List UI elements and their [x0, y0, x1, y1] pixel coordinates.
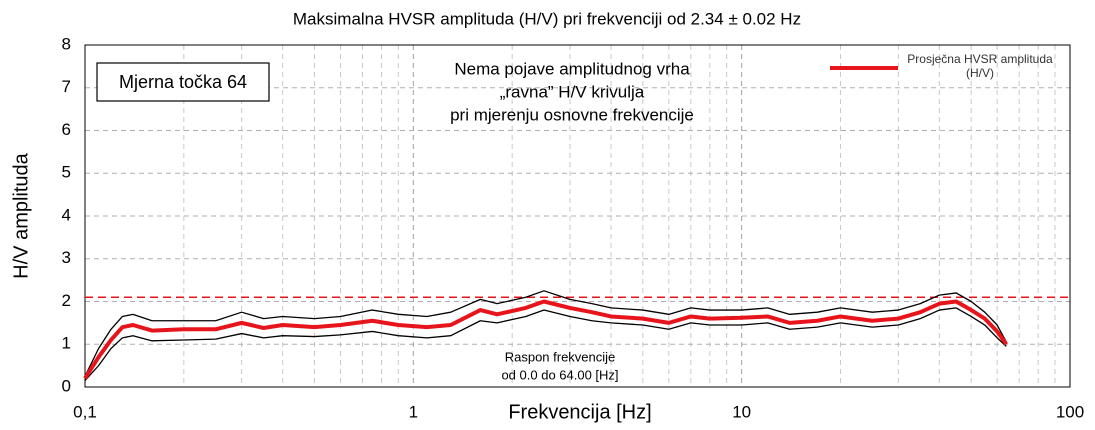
- y-axis-label: H/V amplituda: [10, 152, 32, 278]
- y-tick-label: 6: [62, 120, 71, 139]
- y-tick-label: 2: [62, 291, 71, 310]
- x-tick-label: 100: [1056, 402, 1084, 421]
- annotation: „ravna” H/V krivulja: [500, 82, 645, 101]
- plot-frame: [84, 44, 1071, 388]
- annotation: Nema pojave amplitudnog vrha: [454, 59, 690, 78]
- chart-title: Maksimalna HVSR amplituda (H/V) pri frek…: [293, 9, 801, 28]
- annotation: Mjerna točka 64: [119, 72, 247, 92]
- series-line: [83, 299, 1008, 380]
- annotation: od 0.0 do 64.00 [Hz]: [501, 367, 618, 382]
- x-axis-label: Frekvencija [Hz]: [508, 401, 651, 423]
- series-line: [84, 307, 1007, 382]
- annotation: pri mjerenju osnovne frekvencije: [450, 105, 694, 124]
- y-tick-label: 5: [62, 163, 71, 182]
- legend-label: Prosječna HVSR amplituda (H/V): [907, 52, 1053, 80]
- series-line: [84, 290, 1007, 377]
- x-tick-label: 0,1: [73, 402, 97, 421]
- annotation-box: [96, 62, 270, 102]
- annotation: Raspon frekvencije: [505, 349, 616, 364]
- y-tick-label: 7: [62, 77, 71, 96]
- y-tick-label: 3: [62, 248, 71, 267]
- y-tick-label: 0: [62, 376, 71, 395]
- y-tick-label: 4: [62, 205, 71, 224]
- x-tick-label: 1: [409, 402, 418, 421]
- y-tick-label: 8: [62, 34, 71, 53]
- y-tick-label: 1: [62, 334, 71, 353]
- x-tick-label: 10: [732, 402, 751, 421]
